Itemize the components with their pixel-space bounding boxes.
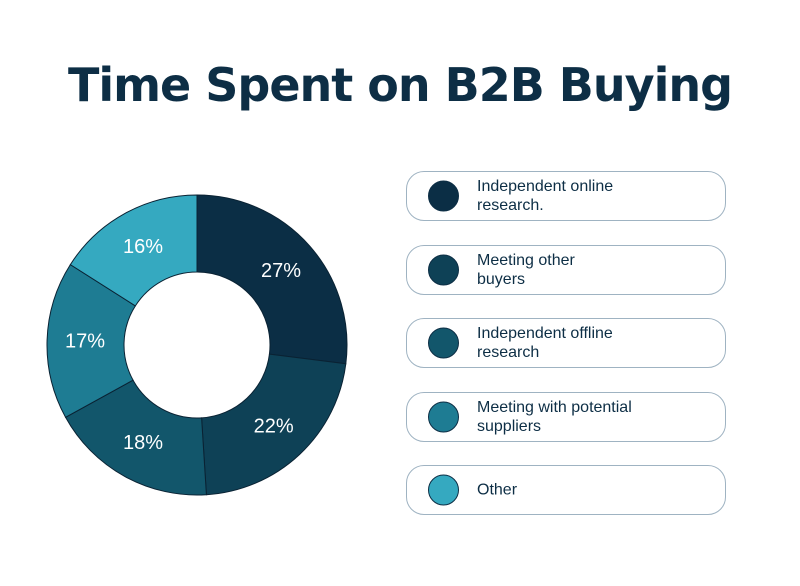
legend-swatch-1 [428, 180, 459, 212]
slice-value-label-2: 22% [254, 416, 294, 438]
slice-value-label-1: 27% [261, 260, 301, 282]
legend-label-5: Other [477, 481, 518, 499]
slice-value-label-3: 18% [123, 432, 163, 454]
donut-slices [46, 194, 348, 496]
legend-swatch-3 [428, 327, 459, 359]
donut-slice-4 [46, 263, 137, 418]
donut-slice-3 [64, 379, 207, 496]
chart-legend: Independent online research. Meeting othe… [406, 171, 728, 539]
legend-item-2: Meeting other buyers [406, 244, 726, 295]
legend-item-3: Independent offline research [406, 318, 726, 368]
legend-label-1: Independent online research. [477, 178, 614, 214]
legend-item-4: Meeting with potential suppliers [406, 391, 726, 442]
legend-label-4: Meeting with potential suppliers [477, 398, 632, 435]
legend-item-1: Independent online research. [406, 171, 726, 221]
chart-title: Time Spent on B2B Buying [67, 58, 733, 112]
legend-swatch-4 [428, 401, 459, 432]
donut-chart: 27% 22% 18% 17% 16% [46, 194, 348, 496]
donut-slice-5 [69, 194, 198, 307]
donut-slice-1 [196, 194, 348, 365]
legend-label-2: Meeting other buyers [477, 251, 575, 288]
donut-slice-labels: 27% 22% 18% 17% 16% [65, 236, 301, 454]
legend-label-3: Independent offline research [477, 325, 613, 361]
slice-value-label-5: 16% [123, 236, 163, 258]
slice-value-label-4: 17% [65, 330, 105, 352]
donut-slice-2 [201, 353, 347, 496]
legend-swatch-2 [428, 254, 459, 285]
legend-swatch-5 [428, 474, 459, 506]
legend-item-5: Other [406, 465, 726, 515]
